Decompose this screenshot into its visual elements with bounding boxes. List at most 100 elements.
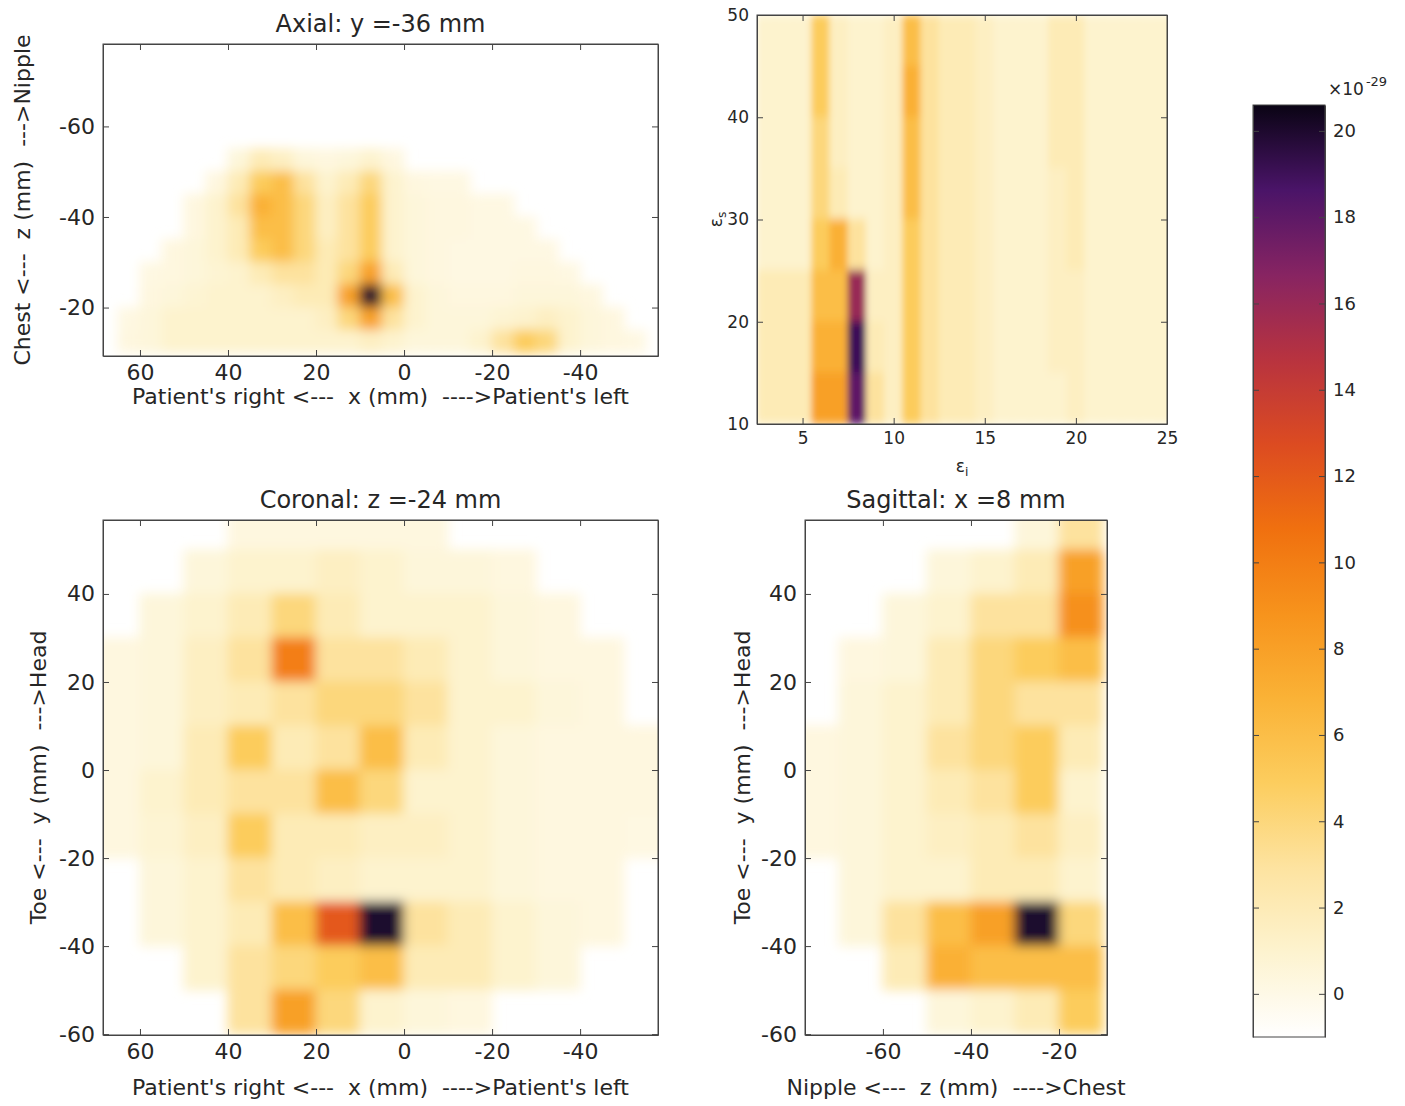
heatmap-cell <box>404 593 449 638</box>
tick: 40 <box>214 1029 242 1064</box>
heatmap-cell <box>272 149 295 173</box>
heatmap-cell <box>360 262 383 286</box>
heatmap-cell <box>975 15 994 67</box>
heatmap-cell <box>316 284 339 308</box>
tick: 2 <box>1319 897 1344 918</box>
heatmap-cell <box>382 284 405 308</box>
heatmap-cell <box>1121 15 1140 67</box>
heatmap-cell <box>205 171 228 195</box>
heatmap-cell <box>338 330 361 354</box>
tick-label: 40 <box>769 581 797 606</box>
heatmap-cell <box>1059 946 1104 991</box>
tick-mark <box>1101 682 1107 683</box>
heatmap-cell <box>811 219 830 271</box>
heatmap-cell <box>470 216 493 240</box>
heatmap-cell <box>902 372 921 424</box>
heatmap-cell <box>338 216 361 240</box>
heatmap-cell <box>939 270 958 322</box>
heatmap-cell <box>975 372 994 424</box>
heatmap-cell <box>926 681 971 726</box>
heatmap-cell <box>514 239 537 263</box>
heatmap-cell <box>272 549 317 594</box>
tick-label: 0 <box>81 758 95 783</box>
heatmap-cell <box>1139 15 1158 67</box>
tick <box>1253 390 1259 391</box>
heatmap-cell <box>161 307 184 331</box>
tick-label: -40 <box>563 360 599 385</box>
heatmap-cell <box>1066 66 1085 118</box>
tick-mark <box>404 44 405 50</box>
tick-label: 40 <box>67 581 95 606</box>
heatmap-cell <box>1048 66 1067 118</box>
heatmap-cell <box>558 307 581 331</box>
tick: 20 <box>303 1029 331 1064</box>
tick-mark <box>1076 418 1077 424</box>
heatmap-cell <box>426 330 449 354</box>
heatmap-cell <box>227 549 272 594</box>
heatmap-cell <box>316 593 361 638</box>
heatmap-cell <box>103 770 140 815</box>
heatmap-cell <box>1139 219 1158 271</box>
heatmap-cell <box>382 262 405 286</box>
heatmap-cell <box>580 726 625 771</box>
heatmap-cell <box>1066 219 1085 271</box>
heatmap-cell <box>829 219 848 271</box>
heatmap-cell <box>1085 219 1104 271</box>
heatmap-cell <box>1121 321 1140 373</box>
tick-label: 20 <box>1066 428 1088 448</box>
tick: -40 <box>563 1029 599 1064</box>
tick: -60 <box>761 1022 811 1047</box>
heatmap-cell <box>272 330 295 354</box>
heatmap-cell <box>183 330 206 354</box>
tick-mark <box>103 217 109 218</box>
heatmap-cell <box>492 770 537 815</box>
heatmap-cell <box>139 681 184 726</box>
heatmap-cell <box>316 681 361 726</box>
tick <box>652 217 658 218</box>
heatmap-cell <box>1066 372 1085 424</box>
x-axis-top <box>758 15 1168 21</box>
heatmap-cell <box>316 858 361 903</box>
heatmap-cell <box>926 814 971 859</box>
heatmap-cell <box>829 168 848 220</box>
heatmap-cell <box>993 321 1012 373</box>
heatmap-cell <box>580 307 603 331</box>
tick-mark <box>757 220 763 221</box>
heatmap-cell <box>1103 117 1122 169</box>
x-axis: 6040200-20-40 <box>104 350 659 385</box>
tick-label: -20 <box>59 846 95 871</box>
tick-label: 14 <box>1333 379 1356 400</box>
tick-mark <box>652 946 658 947</box>
tick-label: 40 <box>214 360 242 385</box>
heatmap-cell <box>536 858 581 903</box>
plot-area <box>117 149 646 354</box>
tick: -20 <box>475 350 511 385</box>
heatmap-cell <box>805 814 839 859</box>
heatmap-cell <box>882 814 927 859</box>
heatmap-cell <box>957 219 976 271</box>
heatmap-cell <box>272 216 295 240</box>
heatmap-cell <box>448 681 493 726</box>
heatmap-cell <box>1121 117 1140 169</box>
tick: 60 <box>126 1029 154 1064</box>
tick: -40 <box>59 205 109 230</box>
heatmap-cell <box>957 15 976 67</box>
heatmap-cell <box>811 321 830 373</box>
heatmap-cell <box>404 858 449 903</box>
heatmap-cell <box>470 307 493 331</box>
tick-mark <box>1319 649 1325 650</box>
heatmap-cell <box>926 549 971 594</box>
heatmap-cell <box>360 330 383 354</box>
heatmap-cell <box>882 637 927 682</box>
tick-label: -20 <box>475 360 511 385</box>
heatmap-cell <box>1066 15 1085 67</box>
tick-label: -60 <box>761 1022 797 1047</box>
heatmap-cell <box>382 330 405 354</box>
heatmap-cell <box>811 168 830 220</box>
plot-area <box>103 520 658 1035</box>
tick <box>1161 322 1167 323</box>
heatmap-cell <box>882 681 927 726</box>
heatmap-cell <box>183 637 228 682</box>
heatmap-cell <box>1059 637 1104 682</box>
heatmap-cell <box>884 15 903 67</box>
